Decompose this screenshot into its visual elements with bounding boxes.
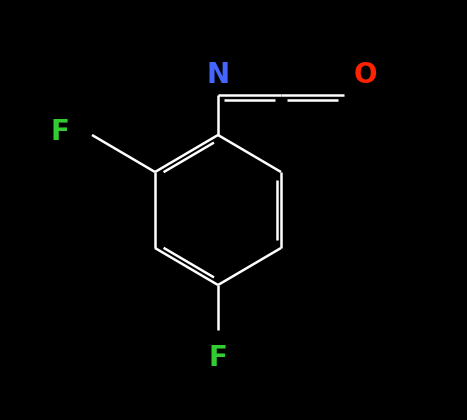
Text: F: F bbox=[50, 118, 70, 146]
Text: N: N bbox=[206, 61, 230, 89]
Text: F: F bbox=[209, 344, 227, 372]
Text: O: O bbox=[353, 61, 377, 89]
